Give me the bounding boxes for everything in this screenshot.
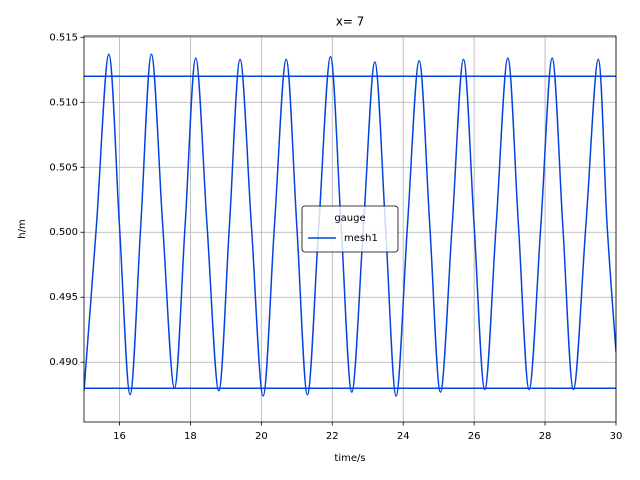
- y-tick-label: 0.490: [49, 357, 78, 368]
- legend-box: [301, 205, 399, 253]
- y-tick-label: 0.495: [49, 292, 78, 303]
- x-tick-label: 16: [113, 431, 126, 442]
- plot-area: [84, 53, 616, 397]
- y-tick-label: 0.500: [49, 227, 78, 238]
- y-tick-label: 0.510: [49, 97, 78, 108]
- ticks: 16 18 20 22 24 26 28 30 0.490 0.495 0.500 0.505 0.51…: [49, 32, 622, 442]
- x-tick-label: 26: [468, 431, 481, 442]
- chart-title: x= 7: [336, 15, 365, 29]
- axes-frame: [83, 35, 617, 423]
- x-tick-label: 20: [255, 431, 268, 442]
- y-tick-label: 0.515: [49, 32, 78, 43]
- y-tick-label: 0.505: [49, 162, 78, 173]
- legend-label: mesh1: [344, 233, 378, 244]
- x-tick-label: 30: [610, 431, 623, 442]
- legend: gauge mesh1: [301, 205, 399, 253]
- x-tick-label: 24: [397, 431, 410, 442]
- legend-title: gauge: [334, 213, 365, 224]
- x-tick-label: 22: [326, 431, 339, 442]
- x-axis-label: time/s: [334, 453, 365, 464]
- x-tick-label: 28: [539, 431, 552, 442]
- x-tick-label: 18: [184, 431, 197, 442]
- y-axis-label: h/m: [17, 219, 28, 238]
- data-line: [84, 53, 616, 397]
